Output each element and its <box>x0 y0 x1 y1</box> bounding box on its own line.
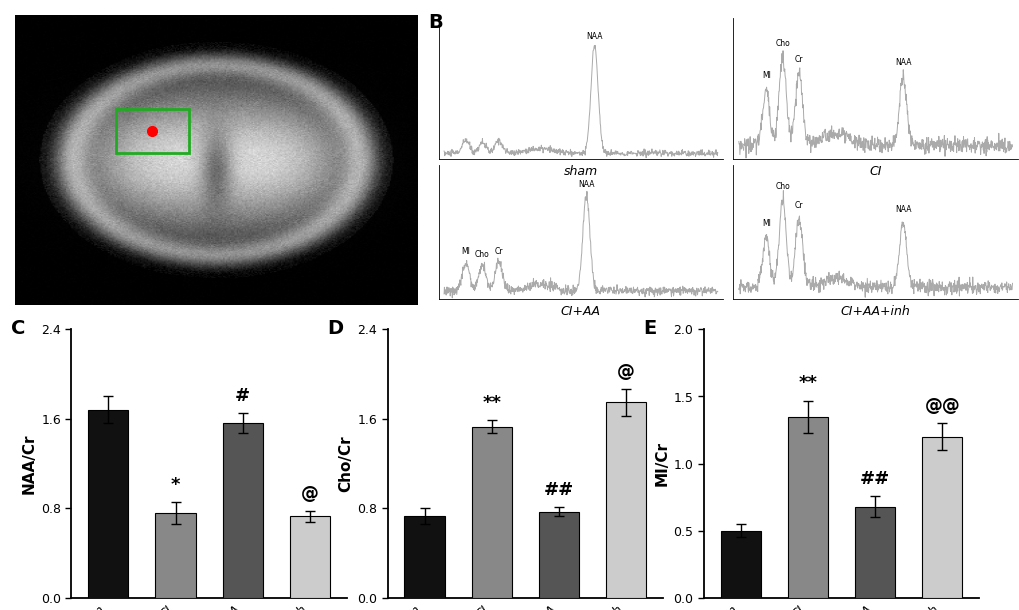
Text: Cho: Cho <box>774 182 790 192</box>
Bar <box>921 437 962 598</box>
Text: Cr: Cr <box>794 201 803 210</box>
Text: CI+AA: CI+AA <box>560 305 600 318</box>
Text: D: D <box>327 318 342 338</box>
Text: Cr: Cr <box>794 55 803 64</box>
Y-axis label: MI/Cr: MI/Cr <box>653 441 668 486</box>
Bar <box>605 402 646 598</box>
Bar <box>538 512 579 598</box>
Text: @@: @@ <box>923 397 959 415</box>
Text: NAA: NAA <box>578 180 594 188</box>
Bar <box>787 417 827 598</box>
Text: NAA: NAA <box>894 206 910 214</box>
Text: ##: ## <box>859 470 890 488</box>
Text: E: E <box>643 318 656 338</box>
Text: ##: ## <box>543 481 574 499</box>
Text: **: ** <box>482 394 500 412</box>
Text: CI+AA+inh: CI+AA+inh <box>840 305 910 318</box>
Bar <box>222 423 263 598</box>
Text: Cho: Cho <box>774 38 790 48</box>
Text: MI: MI <box>761 219 770 228</box>
Text: @: @ <box>616 362 635 381</box>
Bar <box>116 109 189 153</box>
Bar <box>719 531 760 598</box>
Bar <box>289 516 330 598</box>
Text: A: A <box>15 15 31 34</box>
Text: **: ** <box>798 375 816 392</box>
Text: CI: CI <box>868 165 881 178</box>
Bar <box>471 427 512 598</box>
Text: MI: MI <box>761 71 770 80</box>
Text: @: @ <box>301 484 319 503</box>
Text: sham: sham <box>564 165 597 178</box>
Bar <box>155 513 196 598</box>
Text: NAA: NAA <box>586 32 602 41</box>
Text: MI: MI <box>461 247 470 256</box>
Bar <box>88 410 128 598</box>
Text: Cho: Cho <box>475 250 489 259</box>
Text: *: * <box>170 476 180 493</box>
Y-axis label: Cho/Cr: Cho/Cr <box>337 436 353 492</box>
Text: #: # <box>235 387 250 405</box>
Text: NAA: NAA <box>894 57 910 66</box>
Bar <box>854 506 895 598</box>
Text: Cr: Cr <box>494 247 502 256</box>
Text: C: C <box>11 318 25 338</box>
Y-axis label: NAA/Cr: NAA/Cr <box>21 433 37 494</box>
Bar <box>404 516 444 598</box>
Text: B: B <box>428 13 442 32</box>
